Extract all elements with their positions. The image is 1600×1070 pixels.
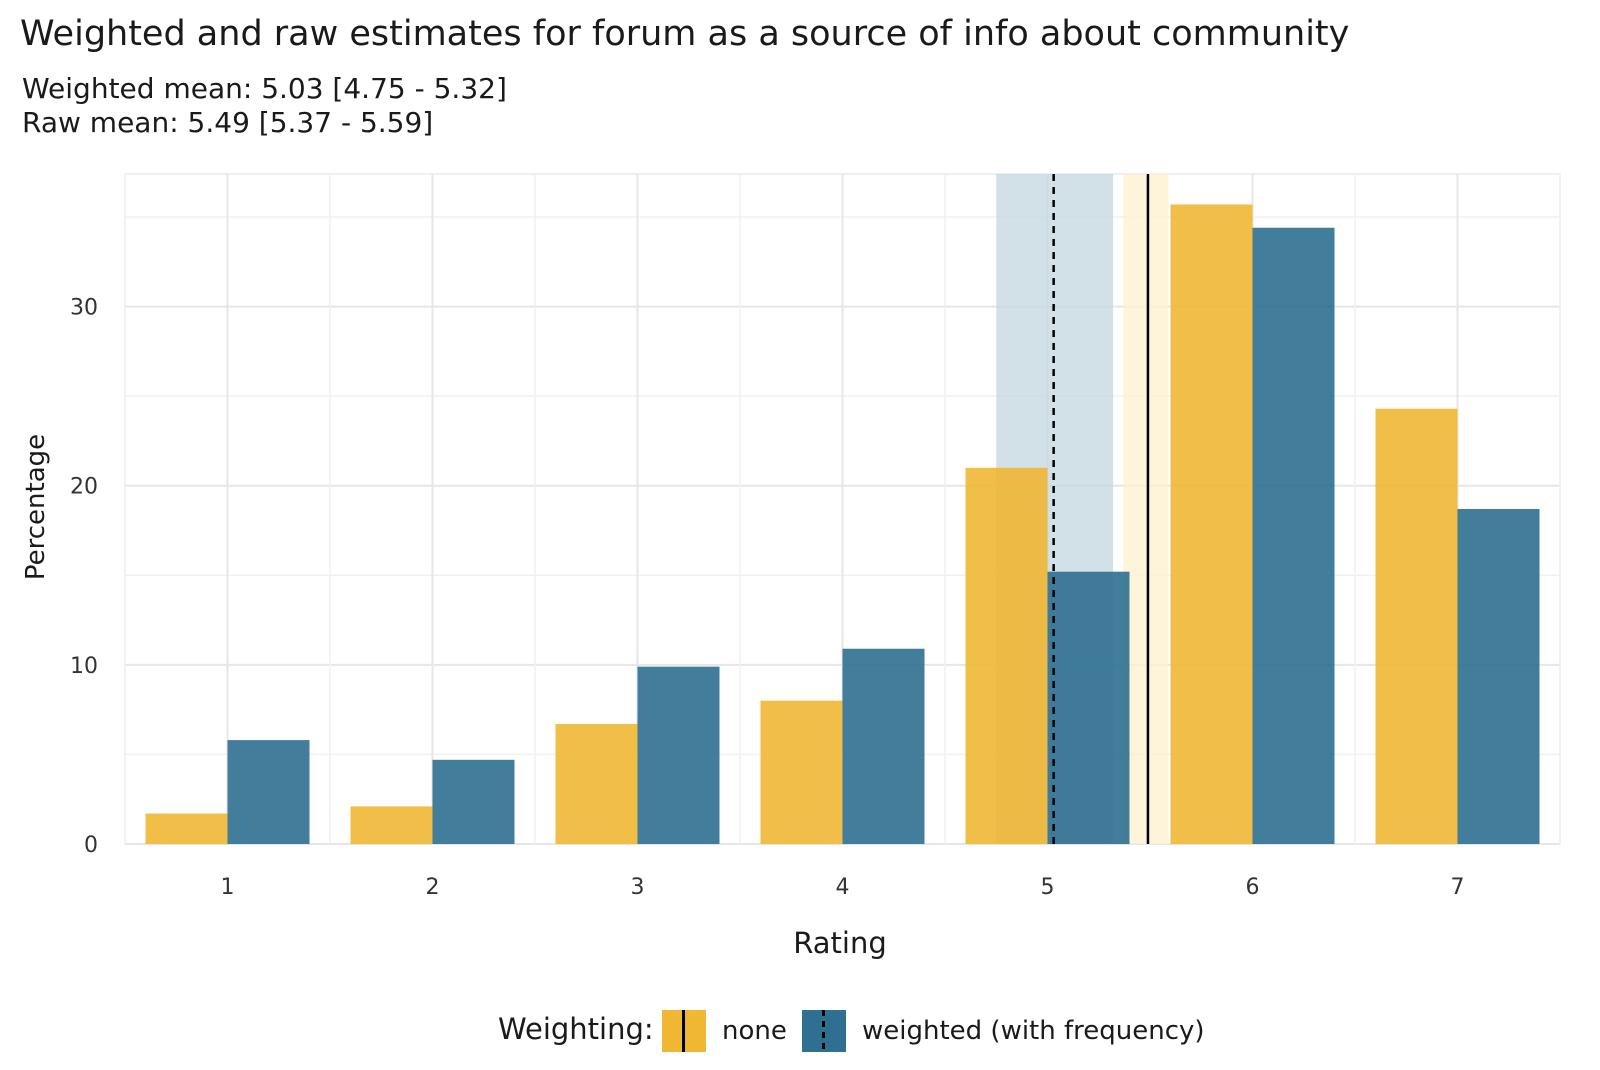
- legend-title: Weighting:: [498, 1012, 654, 1046]
- bars: [145, 204, 1540, 845]
- legend-key-none: [662, 1010, 706, 1052]
- bar-weighted-2: [432, 759, 515, 844]
- bar-none-2: [350, 806, 433, 844]
- bar-weighted-3: [637, 666, 720, 844]
- x-tick-label: 3: [631, 875, 645, 900]
- weighted-mean-subtitle: Weighted mean: 5.03 [4.75 - 5.32]: [22, 72, 507, 105]
- chart-title: Weighted and raw estimates for forum as …: [20, 14, 1350, 54]
- x-tick-label: 1: [221, 875, 235, 900]
- y-tick-label: 20: [70, 475, 98, 500]
- y-tick-label: 10: [70, 654, 98, 679]
- x-tick-label: 6: [1246, 875, 1260, 900]
- bar-none-7: [1375, 408, 1458, 844]
- bar-weighted-4: [842, 648, 925, 844]
- bar-none-6: [1170, 204, 1253, 845]
- confidence-bands: [996, 174, 1169, 844]
- bar-none-3: [555, 723, 638, 844]
- y-tick-label: 0: [84, 833, 98, 858]
- tick-labels: 0 10 20 30 1 2 3 4 5 6 7: [70, 296, 1465, 900]
- bar-none-4: [760, 700, 843, 844]
- bar-weighted-1: [227, 740, 310, 844]
- x-tick-label: 5: [1041, 875, 1055, 900]
- legend-key-weighted: [802, 1010, 846, 1052]
- mean-lines: [1052, 174, 1150, 844]
- ci-band-none: [1123, 174, 1169, 844]
- bar-weighted-5: [1047, 571, 1130, 844]
- raw-mean-subtitle: Raw mean: 5.49 [5.37 - 5.59]: [22, 106, 434, 139]
- x-tick-label: 4: [836, 875, 850, 900]
- x-tick-label: 2: [426, 875, 440, 900]
- y-axis-label: Percentage: [21, 434, 51, 580]
- legend: Weighting: none weighted (with frequency…: [0, 1010, 1600, 1070]
- bar-weighted-6: [1252, 227, 1335, 845]
- y-tick-label: 30: [70, 296, 98, 321]
- legend-label-weighted: weighted (with frequency): [862, 1016, 1205, 1046]
- legend-label-none: none: [722, 1016, 787, 1046]
- x-tick-label: 7: [1451, 875, 1465, 900]
- x-axis-label: Rating: [793, 926, 887, 960]
- bar-none-1: [145, 813, 228, 844]
- bar-none-5: [965, 467, 1048, 844]
- bar-weighted-7: [1457, 509, 1540, 844]
